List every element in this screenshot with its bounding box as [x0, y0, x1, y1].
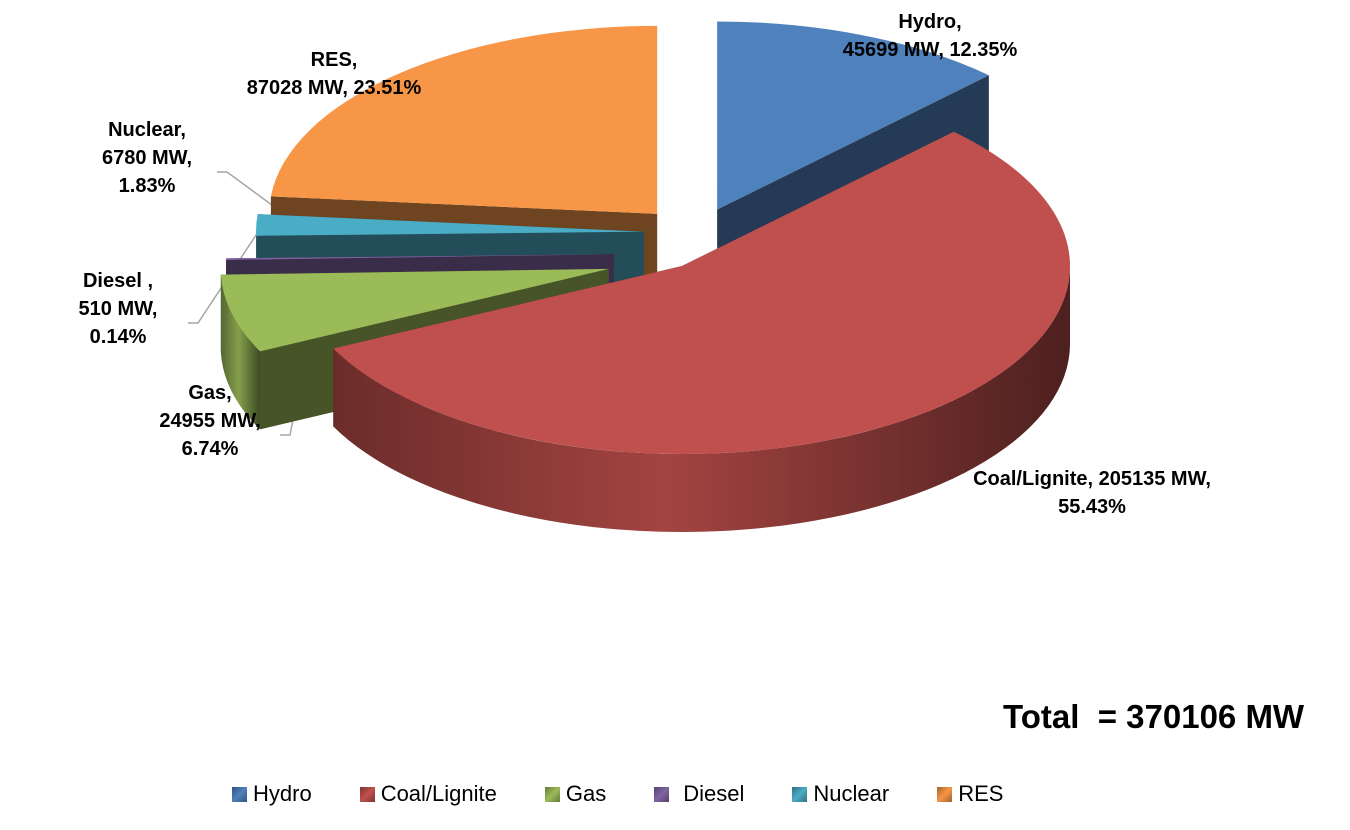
slice-side-gas [220, 274, 261, 430]
leader-line [217, 171, 281, 212]
slice-side-coal-lignite [333, 266, 1070, 532]
data-label-nuclear: Nuclear, 6780 MW, 1.83% [102, 119, 192, 197]
slice-coal-lignite [333, 131, 1070, 454]
legend-item-nuclear: Nuclear [792, 781, 889, 807]
slice-nuclear [256, 214, 645, 236]
legend-swatch-gas [544, 786, 560, 802]
legend-item-diesel: Diesel [654, 781, 744, 807]
data-label-diesel: Diesel , 510 MW, 0.14% [79, 270, 158, 348]
legend-label: Hydro [253, 781, 312, 806]
legend-swatch-coal-lignite [359, 786, 375, 802]
legend-label: Diesel [683, 781, 745, 806]
slice-diesel [226, 254, 615, 260]
legend-swatch-res [937, 786, 953, 802]
legend-item-gas: Gas [544, 781, 607, 807]
data-label-hydro: Hydro, 45699 MW, 12.35% [843, 11, 1018, 61]
legend-item-res: RES [937, 781, 1003, 807]
legend-label: Gas [565, 781, 607, 806]
slice-hydro [717, 21, 989, 210]
pie-tops [220, 21, 1070, 454]
legend-item-coal-lignite: Coal/Lignite [359, 781, 497, 807]
slice-gas [220, 268, 609, 352]
data-labels: Hydro, 45699 MW, 12.35% Coal/Lignite, 2051… [79, 11, 1211, 518]
legend-item-hydro: Hydro [232, 781, 312, 807]
legend-label: Coal/Lignite [380, 781, 497, 806]
data-label-res: RES, 87028 MW, 23.51% [247, 49, 422, 99]
legend-label: RES [958, 781, 1004, 806]
slice-res [270, 25, 658, 214]
data-label-coal-lignite: Coal/Lignite, 205135 MW, 55.43% [973, 468, 1211, 518]
legend-swatch-hydro [232, 786, 247, 802]
legend-swatch-nuclear [792, 786, 808, 802]
legend: Hydro Coal/Lignite Gas Diesel Nuclear RE… [232, 781, 1003, 807]
legend-label: Nuclear [813, 781, 890, 806]
legend-swatch-diesel [654, 786, 670, 802]
data-label-gas: Gas, 24955 MW, 6.74% [159, 382, 260, 460]
total-text: Total = 370106 MW [1003, 698, 1305, 735]
